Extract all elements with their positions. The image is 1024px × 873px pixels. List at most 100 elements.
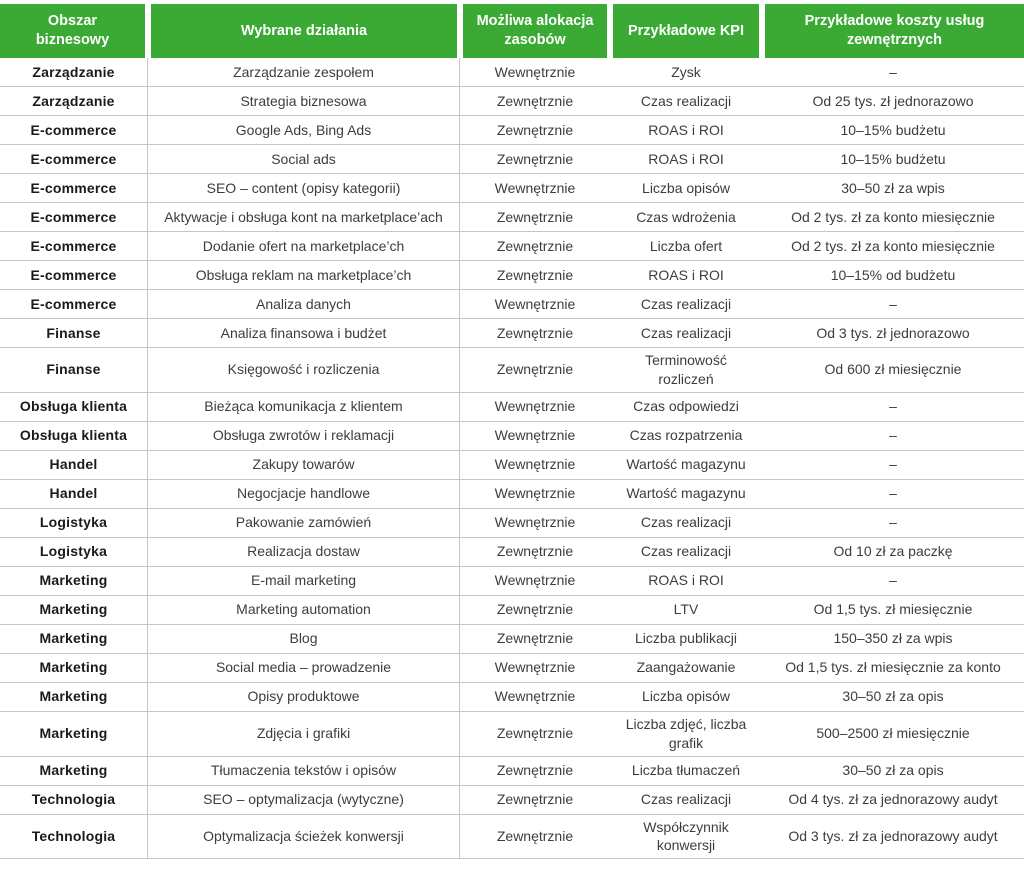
table-cell: Od 2 tys. zł za konto miesięcznie [762, 232, 1024, 261]
table-cell: Od 25 tys. zł jednorazowo [762, 87, 1024, 116]
table-row: E-commerce Aktywacje i obsługa kont na ma… [0, 203, 1024, 232]
table-cell: E-mail marketing [148, 566, 460, 596]
table-row: E-commerce Google Ads, Bing Ads Zewnętrzni… [0, 116, 1024, 145]
business-area-cell: E-commerce [0, 290, 148, 319]
business-area-cell: Marketing [0, 624, 148, 654]
table-cell: Zewnętrznie [460, 538, 610, 567]
table-cell: Czas rozpatrzenia [610, 422, 762, 451]
table-cell: SEO – optymalizacja (wytyczne) [148, 785, 460, 815]
table-cell: Od 1,5 tys. zł miesięcznie [762, 596, 1024, 625]
table-cell: Opisy produktowe [148, 682, 460, 712]
table-body: Zarządzanie Zarządzanie zespołem Wewnętrzn… [0, 58, 1024, 860]
table-cell: Od 600 zł miesięcznie [762, 348, 1024, 393]
table-cell: – [762, 509, 1024, 538]
table-cell: Obsługa zwrotów i reklamacji [148, 421, 460, 451]
table-cell: LTV [610, 596, 762, 625]
table-cell: ROAS i ROI [610, 145, 762, 174]
table-cell: Zewnętrznie [460, 712, 610, 757]
table-cell: 30–50 zł za wpis [762, 174, 1024, 203]
table-cell: Google Ads, Bing Ads [148, 116, 460, 145]
table-cell: Zewnętrznie [460, 145, 610, 174]
table-cell: Zewnętrznie [460, 232, 610, 261]
table-cell: Od 2 tys. zł za konto miesięcznie [762, 203, 1024, 232]
table-cell: 500–2500 zł miesięcznie [762, 712, 1024, 757]
table-row: Technologia SEO – optymalizacja (wytyczne… [0, 785, 1024, 815]
table-header: Obszar biznesowy Wybrane działania Możliwa… [0, 4, 1024, 58]
table-cell: Czas realizacji [610, 538, 762, 567]
table-cell: Od 4 tys. zł za jednorazowy audyt [762, 786, 1024, 815]
table-cell: Liczba zdjęć, liczba grafik [610, 712, 762, 757]
table-cell: Marketing automation [148, 595, 460, 625]
table-cell: Zaangażowanie [610, 654, 762, 683]
table-cell: Od 3 tys. zł jednorazowo [762, 319, 1024, 348]
table-cell: – [762, 567, 1024, 596]
table-row: Logistyka Pakowanie zamówień Wewnętrznie Cz… [0, 508, 1024, 538]
table-cell: Współczynnik konwersji [610, 815, 762, 860]
table-cell: Wewnętrznie [460, 567, 610, 596]
table-row: Obsługa klienta Obsługa zwrotów i reklama… [0, 421, 1024, 451]
business-area-cell: Marketing [0, 653, 148, 683]
table-row: Zarządzanie Strategia biznesowa Zewnętrzni… [0, 87, 1024, 116]
table-row: Obsługa klienta Bieżąca komunikacja z kli… [0, 392, 1024, 422]
table-cell: Wewnętrznie [460, 393, 610, 422]
table-cell: Liczba tłumaczeń [610, 757, 762, 786]
table-cell: Zewnętrznie [460, 261, 610, 290]
column-header-label: Obszar biznesowy [35, 13, 110, 48]
table-cell: – [762, 451, 1024, 480]
table-cell: Obsługa reklam na marketplace’ch [148, 261, 460, 290]
table-row: Marketing E-mail marketing Wewnętrznie ROAS… [0, 566, 1024, 596]
table-cell: Wewnętrznie [460, 290, 610, 319]
table-cell: Wewnętrznie [460, 480, 610, 509]
table-cell: Zewnętrznie [460, 87, 610, 116]
table-cell: Liczba ofert [610, 232, 762, 261]
table-cell: Czas realizacji [610, 87, 762, 116]
table-cell: Czas realizacji [610, 509, 762, 538]
table-cell: Realizacja dostaw [148, 537, 460, 567]
table-cell: 10–15% budżetu [762, 116, 1024, 145]
table-cell: Wewnętrznie [460, 654, 610, 683]
table-cell: Wewnętrznie [460, 174, 610, 203]
table-row: Handel Negocjacje handlowe Wewnętrznie Wart… [0, 479, 1024, 509]
business-area-cell: Handel [0, 450, 148, 480]
table-cell: – [762, 290, 1024, 319]
table-cell: 30–50 zł za opis [762, 757, 1024, 786]
table-row: E-commerce Analiza danych Wewnętrznie Czas … [0, 290, 1024, 319]
table-cell: Czas odpowiedzi [610, 393, 762, 422]
table-cell: ROAS i ROI [610, 567, 762, 596]
table-cell: Liczba opisów [610, 683, 762, 712]
table-cell: Negocjacje handlowe [148, 479, 460, 509]
business-area-cell: Finanse [0, 319, 148, 348]
table-cell: Pakowanie zamówień [148, 508, 460, 538]
table-cell: Wewnętrznie [460, 451, 610, 480]
table-cell: Dodanie ofert na marketplace’ch [148, 232, 460, 261]
table-cell: Zarządzanie zespołem [148, 58, 460, 87]
table-cell: Bieżąca komunikacja z klientem [148, 392, 460, 422]
table-cell: ROAS i ROI [610, 261, 762, 290]
table-cell: Wewnętrznie [460, 58, 610, 87]
business-area-cell: Marketing [0, 595, 148, 625]
table-cell: Wewnętrznie [460, 422, 610, 451]
business-area-cell: Marketing [0, 566, 148, 596]
header-row: Obszar biznesowy Wybrane działania Możliwa… [0, 4, 1024, 58]
table-cell: Zysk [610, 58, 762, 87]
table-cell: – [762, 393, 1024, 422]
table-row: Marketing Blog Zewnętrznie Liczba publikacj… [0, 624, 1024, 654]
table-row: Marketing Zdjęcia i grafiki Zewnętrznie Lic… [0, 711, 1024, 757]
business-area-cell: Technologia [0, 785, 148, 815]
table-cell: Tłumaczenia tekstów i opisów [148, 756, 460, 786]
business-area-cell: Marketing [0, 682, 148, 712]
business-area-cell: E-commerce [0, 232, 148, 261]
table-cell: Czas wdrożenia [610, 203, 762, 232]
table-cell: Liczba opisów [610, 174, 762, 203]
business-area-cell: Logistyka [0, 508, 148, 538]
table-row: Logistyka Realizacja dostaw Zewnętrznie Cza… [0, 537, 1024, 567]
table-cell: Wewnętrznie [460, 509, 610, 538]
table-cell: Blog [148, 624, 460, 654]
column-header-label: Przykładowe koszty usług zewnętrznych [804, 13, 985, 48]
table-row: E-commerce Dodanie ofert na marketplace’c… [0, 232, 1024, 261]
table-cell: Zakupy towarów [148, 450, 460, 480]
table-cell: Analiza danych [148, 290, 460, 319]
business-area-cell: E-commerce [0, 261, 148, 290]
column-header-label: Wybrane działania [240, 22, 368, 39]
business-area-cell: Obsługa klienta [0, 392, 148, 422]
